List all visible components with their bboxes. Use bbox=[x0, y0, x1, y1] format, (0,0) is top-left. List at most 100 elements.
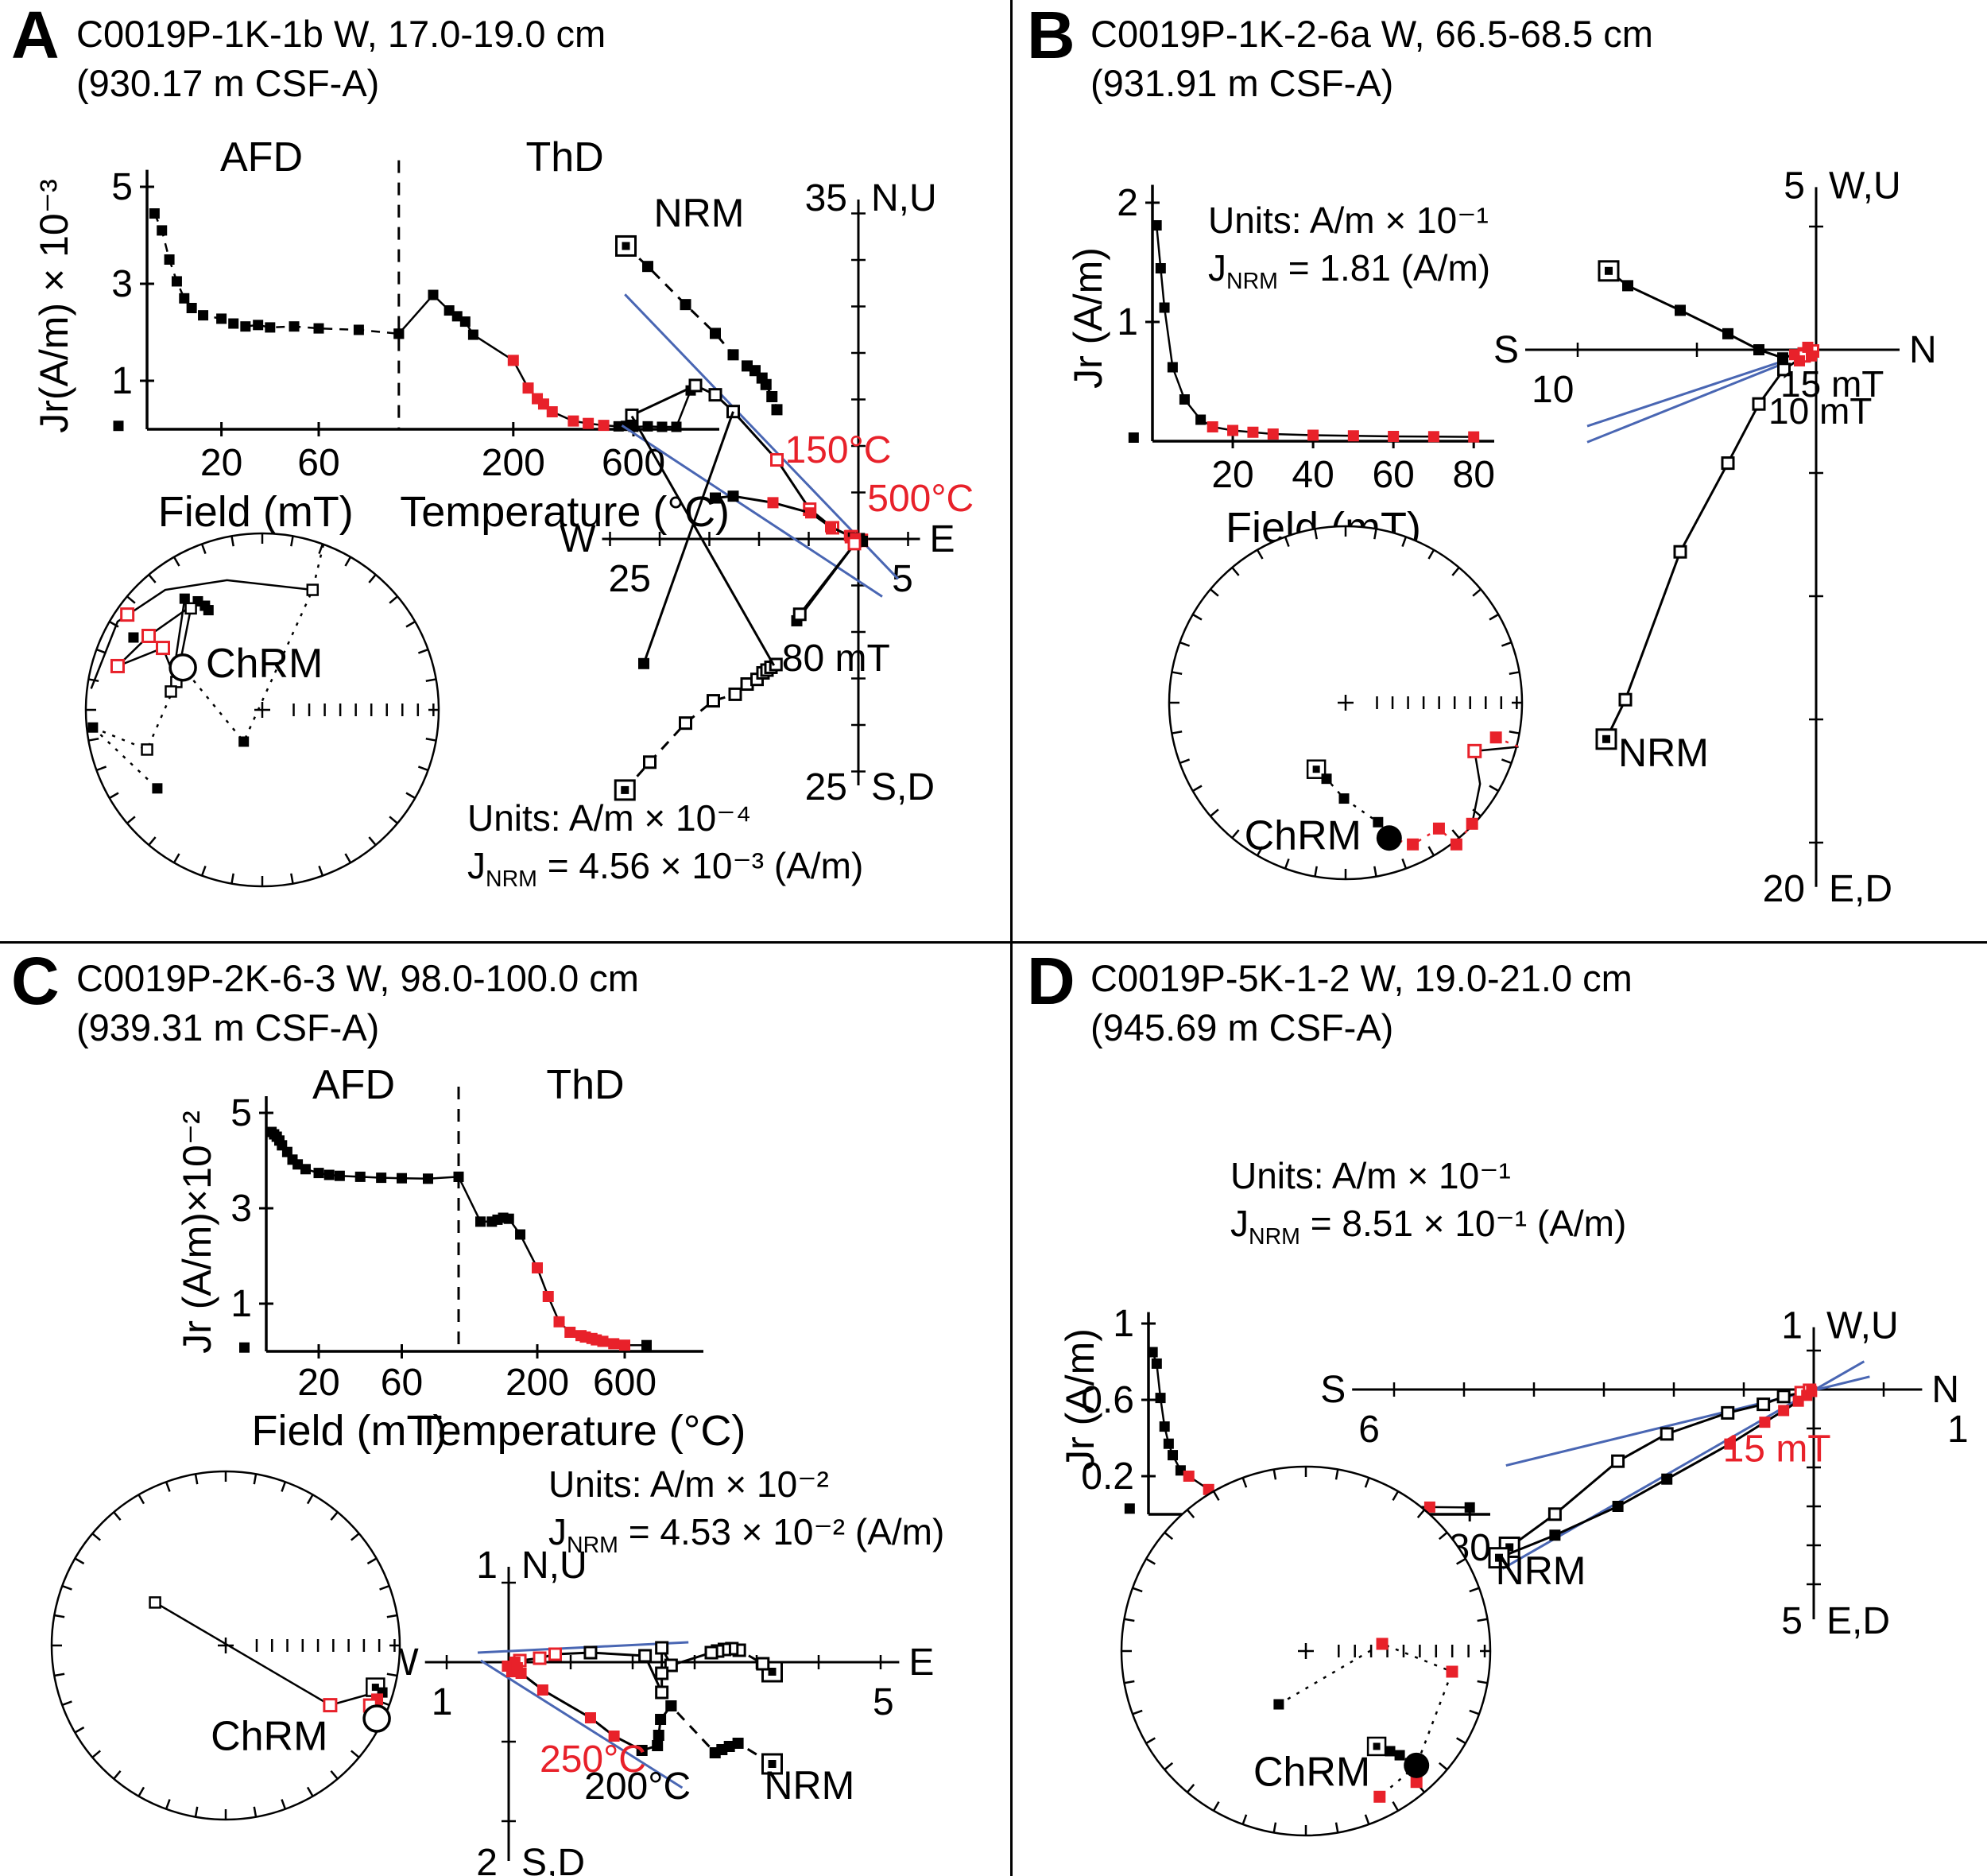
svg-text:40: 40 bbox=[1292, 454, 1334, 496]
panel-divider-vertical bbox=[1010, 0, 1013, 1876]
svg-text:S: S bbox=[1320, 1369, 1346, 1411]
svg-text:W,U: W,U bbox=[1829, 165, 1901, 207]
svg-text:20: 20 bbox=[1211, 454, 1253, 496]
svg-text:5: 5 bbox=[1784, 165, 1805, 207]
svg-text:60: 60 bbox=[381, 1362, 423, 1404]
svg-text:200: 200 bbox=[505, 1362, 569, 1404]
panel-a-units: Units: A/m × 10⁻⁴ JNRM = 4.56 × 10⁻³ (A/… bbox=[467, 795, 863, 894]
panel-d-units: Units: A/m × 10⁻¹ JNRM = 8.51 × 10⁻¹ (A/… bbox=[1230, 1153, 1626, 1252]
panel-a-zijderveld-chart: 35 N,U 25 S,D W 25 E5 NRM 150°C 500°C 80 mT bbox=[560, 177, 974, 808]
svg-text:0.2: 0.2 bbox=[1081, 1455, 1134, 1498]
svg-text:W: W bbox=[560, 518, 596, 560]
panel-a-jnrm-line: JNRM = 4.56 × 10⁻³ (A/m) bbox=[467, 844, 864, 892]
svg-text:NRM: NRM bbox=[1496, 1548, 1586, 1593]
svg-text:AFD: AFD bbox=[220, 134, 303, 180]
svg-text:E,D: E,D bbox=[1826, 1600, 1890, 1642]
panel-b-stereonet-chart: ChRM bbox=[1168, 525, 1524, 881]
svg-text:AFD: AFD bbox=[312, 1062, 395, 1108]
svg-text:Temperature (°C): Temperature (°C) bbox=[416, 1407, 746, 1455]
panel-b-letter: B bbox=[1027, 0, 1075, 72]
svg-text:Jr (A/m)×10⁻²: Jr (A/m)×10⁻² bbox=[175, 1110, 219, 1354]
svg-text:Field (mT): Field (mT) bbox=[158, 488, 354, 536]
svg-text:N: N bbox=[1931, 1369, 1959, 1411]
panel-b-title-line2: (931.91 m CSF-A) bbox=[1090, 62, 1394, 105]
svg-text:1: 1 bbox=[111, 360, 133, 402]
svg-text:ChRM: ChRM bbox=[1245, 812, 1361, 859]
svg-text:1: 1 bbox=[476, 1545, 498, 1587]
svg-text:35: 35 bbox=[805, 177, 847, 219]
panel-c-title: C0019P-2K-6-3 W, 98.0-100.0 cm (939.31 m… bbox=[76, 954, 639, 1052]
svg-text:150°C: 150°C bbox=[785, 429, 892, 471]
panel-d-title-line2: (945.69 m CSF-A) bbox=[1090, 1006, 1394, 1049]
svg-text:N,U: N,U bbox=[521, 1545, 587, 1587]
svg-text:60: 60 bbox=[297, 442, 339, 484]
svg-text:60: 60 bbox=[1372, 454, 1414, 496]
panel-c-units: Units: A/m × 10⁻² JNRM = 4.53 × 10⁻² (A/… bbox=[548, 1461, 944, 1560]
svg-text:0.6: 0.6 bbox=[1081, 1379, 1134, 1421]
svg-text:NRM: NRM bbox=[764, 1763, 854, 1808]
svg-text:E: E bbox=[930, 518, 955, 560]
svg-text:Jr(A/m) × 10⁻³: Jr(A/m) × 10⁻³ bbox=[32, 179, 76, 432]
svg-text:ChRM: ChRM bbox=[206, 641, 323, 687]
svg-text:10: 10 bbox=[1532, 369, 1574, 411]
svg-text:1: 1 bbox=[1947, 1409, 1969, 1451]
svg-text:20: 20 bbox=[200, 442, 242, 484]
panel-b-title: C0019P-1K-2-6a W, 66.5-68.5 cm (931.91 m… bbox=[1090, 10, 1653, 108]
svg-text:1: 1 bbox=[1117, 301, 1138, 343]
panel-a: A C0019P-1K-1b W, 17.0-19.0 cm (930.17 m… bbox=[0, 0, 1011, 942]
panel-a-letter: A bbox=[11, 0, 60, 72]
panel-c-title-line2: (939.31 m CSF-A) bbox=[76, 1006, 380, 1049]
svg-text:ChRM: ChRM bbox=[211, 1713, 327, 1759]
panel-c-stereonet-chart: ChRM bbox=[50, 1470, 401, 1821]
svg-text:15 mT: 15 mT bbox=[1780, 363, 1884, 405]
svg-text:3: 3 bbox=[230, 1188, 252, 1230]
svg-text:25: 25 bbox=[805, 766, 847, 808]
panel-d: D C0019P-5K-1-2 W, 19.0-21.0 cm (945.69 … bbox=[1011, 942, 1987, 1876]
svg-text:Temperature (°C): Temperature (°C) bbox=[400, 488, 730, 536]
svg-text:5: 5 bbox=[1781, 1600, 1803, 1642]
panel-b-units-line: Units: A/m × 10⁻¹ bbox=[1208, 200, 1489, 241]
svg-text:N: N bbox=[1909, 329, 1937, 371]
svg-text:Field (mT): Field (mT) bbox=[252, 1407, 447, 1455]
svg-text:Jr (A/m): Jr (A/m) bbox=[1058, 1328, 1102, 1470]
svg-text:80: 80 bbox=[1453, 454, 1495, 496]
panel-d-jnrm-line: JNRM = 8.51 × 10⁻¹ (A/m) bbox=[1230, 1202, 1627, 1250]
svg-text:5: 5 bbox=[892, 558, 913, 600]
svg-text:250°C: 250°C bbox=[540, 1738, 646, 1781]
panel-a-title: C0019P-1K-1b W, 17.0-19.0 cm (930.17 m C… bbox=[76, 10, 606, 108]
panel-d-title-line1: C0019P-5K-1-2 W, 19.0-21.0 cm bbox=[1090, 957, 1633, 999]
svg-text:Jr (A/m): Jr (A/m) bbox=[1066, 247, 1110, 389]
svg-text:600: 600 bbox=[593, 1362, 657, 1404]
svg-text:20: 20 bbox=[1763, 868, 1805, 910]
svg-text:500°C: 500°C bbox=[867, 478, 974, 520]
svg-text:20: 20 bbox=[297, 1362, 339, 1404]
svg-text:1: 1 bbox=[432, 1681, 453, 1723]
panel-d-title: C0019P-5K-1-2 W, 19.0-21.0 cm (945.69 m … bbox=[1090, 954, 1633, 1052]
svg-text:NRM: NRM bbox=[654, 191, 745, 235]
svg-text:15 mT: 15 mT bbox=[1723, 1428, 1831, 1471]
panel-c-jnrm-line: JNRM = 4.53 × 10⁻² (A/m) bbox=[548, 1510, 945, 1558]
svg-text:5: 5 bbox=[873, 1681, 894, 1723]
panel-d-units-line: Units: A/m × 10⁻¹ bbox=[1230, 1155, 1511, 1196]
svg-text:W,U: W,U bbox=[1826, 1305, 1899, 1347]
panel-d-letter: D bbox=[1027, 944, 1075, 1018]
svg-text:ThD: ThD bbox=[546, 1062, 624, 1108]
panel-b-title-line1: C0019P-1K-2-6a W, 66.5-68.5 cm bbox=[1090, 13, 1653, 55]
svg-text:5: 5 bbox=[111, 166, 133, 208]
svg-text:2: 2 bbox=[476, 1842, 498, 1876]
svg-text:2: 2 bbox=[1117, 182, 1138, 224]
svg-text:1: 1 bbox=[1781, 1305, 1803, 1347]
panel-b-units: Units: A/m × 10⁻¹ JNRM = 1.81 (A/m) bbox=[1208, 197, 1490, 297]
panel-a-title-line1: C0019P-1K-1b W, 17.0-19.0 cm bbox=[76, 13, 606, 55]
svg-text:S,D: S,D bbox=[521, 1842, 585, 1876]
panel-c-units-line: Units: A/m × 10⁻² bbox=[548, 1463, 829, 1505]
svg-text:E,D: E,D bbox=[1829, 868, 1892, 910]
svg-text:6: 6 bbox=[1358, 1409, 1380, 1451]
panel-a-title-line2: (930.17 m CSF-A) bbox=[76, 62, 380, 105]
svg-text:S,D: S,D bbox=[871, 766, 935, 808]
svg-text:200°C: 200°C bbox=[584, 1766, 691, 1808]
